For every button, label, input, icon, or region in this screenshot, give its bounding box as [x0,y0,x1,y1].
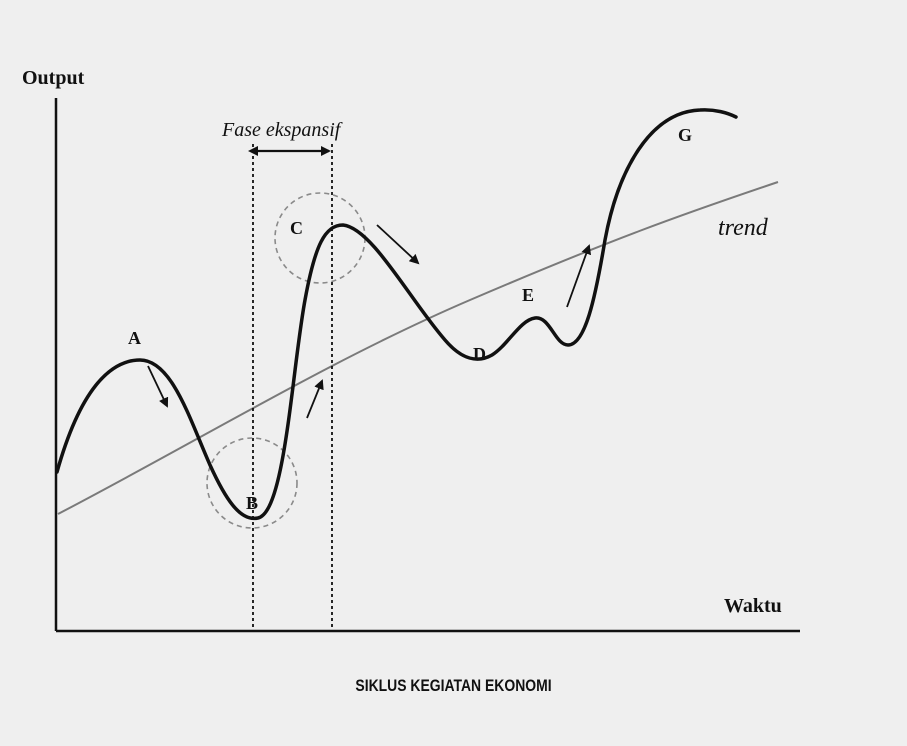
arrow-expansion-e [566,244,591,308]
trend-label: trend [718,215,769,241]
business-cycle-curve [55,108,738,521]
phase-label: Fase ekspansif [221,119,343,141]
point-label-b: B [246,493,258,513]
y-axis-label: Output [22,67,85,89]
arrow-contraction-c [376,224,420,265]
point-label-d: D [473,344,486,364]
arrow-expansion-b [306,379,324,419]
peak-circle [274,192,366,284]
trough-circle [206,437,298,529]
point-label-g: G [678,125,692,145]
arrow-contraction-a [147,365,169,408]
point-label-a: A [128,328,141,348]
x-axis-label: Waktu [724,595,782,617]
point-label-e: E [522,285,534,305]
trend-line [57,181,779,515]
diagram-caption: SIKLUS KEGIATAN EKONOMI [355,676,552,695]
point-label-c: C [290,218,303,238]
